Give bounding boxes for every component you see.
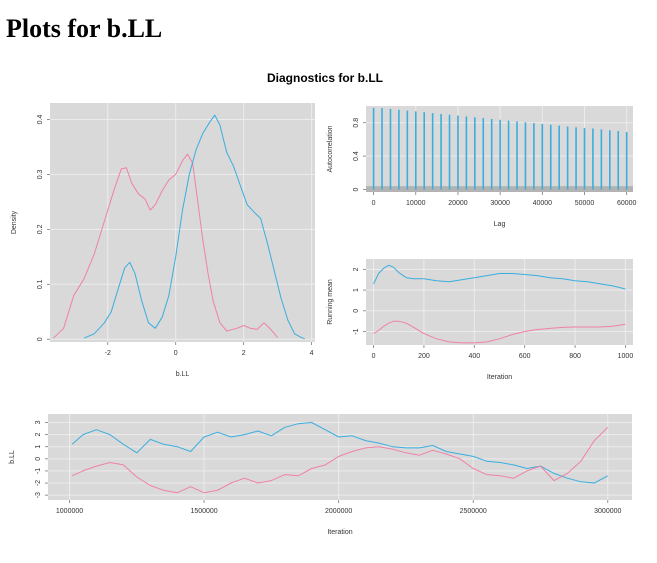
autocorrelation-plot: 0 10000 20000 30000 40000 50000 60000 0 0.4 0.8 La… xyxy=(327,106,637,228)
autocorrelation-x-tick-label: 50000 xyxy=(575,200,595,207)
autocorrelation-x-tick-label: 30000 xyxy=(490,200,510,207)
trace-y-axis-title: b.LL xyxy=(9,450,16,464)
trace-y-tick-label: 3 xyxy=(35,420,42,424)
running-mean-x-axis-title: Iteration xyxy=(487,374,512,381)
trace-panel-bg xyxy=(48,414,632,500)
trace-y-tick-label: -3 xyxy=(35,492,42,498)
autocorrelation-x-tick-label: 10000 xyxy=(406,200,426,207)
trace-x-tick-label: 2500000 xyxy=(460,508,487,515)
trace-series-line xyxy=(71,422,609,484)
running-mean-x-tick-label: 0 xyxy=(372,353,376,360)
running-mean-y-tick-label: -1 xyxy=(353,328,360,334)
trace-y-tick-label: -2 xyxy=(35,480,42,486)
trace-x-tick-label: 1500000 xyxy=(190,508,217,515)
density-series-line xyxy=(83,114,305,340)
running-mean-plot: 0 200 400 600 800 1000 -1 0 1 2 Iteration Running m… xyxy=(327,259,633,381)
autocorrelation-x-tick-label: 20000 xyxy=(448,200,468,207)
running-mean-x-tick-label: 400 xyxy=(468,353,480,360)
autocorrelation-y-axis-title: Autocorrelation xyxy=(327,125,334,172)
running-mean-panel-bg xyxy=(366,259,633,345)
density-x-tick-label: 0 xyxy=(174,350,178,357)
running-mean-x-tick-label: 200 xyxy=(418,353,430,360)
autocorrelation-x-tick-label: 40000 xyxy=(533,200,553,207)
density-series-line xyxy=(53,153,278,339)
running-mean-series-line xyxy=(373,320,626,344)
trace-x-tick-label: 1000000 xyxy=(56,508,83,515)
figure-title: Diagnostics for b.LL xyxy=(267,71,383,85)
density-x-tick-label: 2 xyxy=(242,350,246,357)
trace-x-axis-title: Iteration xyxy=(327,529,352,536)
density-x-axis-title: b.LL xyxy=(176,371,190,378)
density-y-axis-title: Density xyxy=(11,210,18,234)
trace-x-tick-label: 2000000 xyxy=(325,508,352,515)
running-mean-series-line xyxy=(373,264,626,290)
density-x-tick-label: 4 xyxy=(310,350,314,357)
running-mean-y-tick-label: 2 xyxy=(353,267,360,271)
trace-y-tick-label: -1 xyxy=(35,468,42,474)
trace-y-tick-label: 1 xyxy=(35,445,42,449)
running-mean-y-axis-title: Running mean xyxy=(327,279,334,325)
running-mean-y-tick-label: 0 xyxy=(353,309,360,313)
density-y-tick-label: 0.3 xyxy=(37,169,44,179)
autocorrelation-x-tick-label: 0 xyxy=(372,200,376,207)
trace-x-tick-label: 3000000 xyxy=(594,508,621,515)
autocorrelation-y-tick-label: 0 xyxy=(353,187,360,191)
autocorrelation-x-tick-label: 60000 xyxy=(617,200,637,207)
running-mean-x-tick-label: 1000 xyxy=(618,353,634,360)
trace-y-tick-label: 0 xyxy=(35,457,42,461)
running-mean-y-tick-label: 1 xyxy=(353,288,360,292)
trace-y-tick-label: 2 xyxy=(35,433,42,437)
autocorrelation-y-tick-label: 0.4 xyxy=(353,151,360,161)
density-x-tick-label: -2 xyxy=(105,350,111,357)
running-mean-x-tick-label: 800 xyxy=(569,353,581,360)
trace-series-line xyxy=(71,426,609,494)
autocorrelation-x-axis-title: Lag xyxy=(494,221,506,228)
density-panel-bg xyxy=(50,103,315,342)
density-plot: -2 0 2 4 0 0.1 0.2 0.3 0.4 b.LL Density xyxy=(11,103,315,378)
autocorrelation-y-tick-label: 0.8 xyxy=(353,118,360,128)
page-title: Plots for b.LL xyxy=(6,14,163,43)
density-y-tick-label: 0 xyxy=(37,337,44,341)
running-mean-x-tick-label: 600 xyxy=(519,353,531,360)
density-y-tick-label: 0.4 xyxy=(37,115,44,125)
density-y-tick-label: 0.2 xyxy=(37,224,44,234)
trace-plot: 1000000 1500000 2000000 2500000 3000000 -3 -2 -… xyxy=(9,414,632,536)
density-y-tick-label: 0.1 xyxy=(37,279,44,289)
